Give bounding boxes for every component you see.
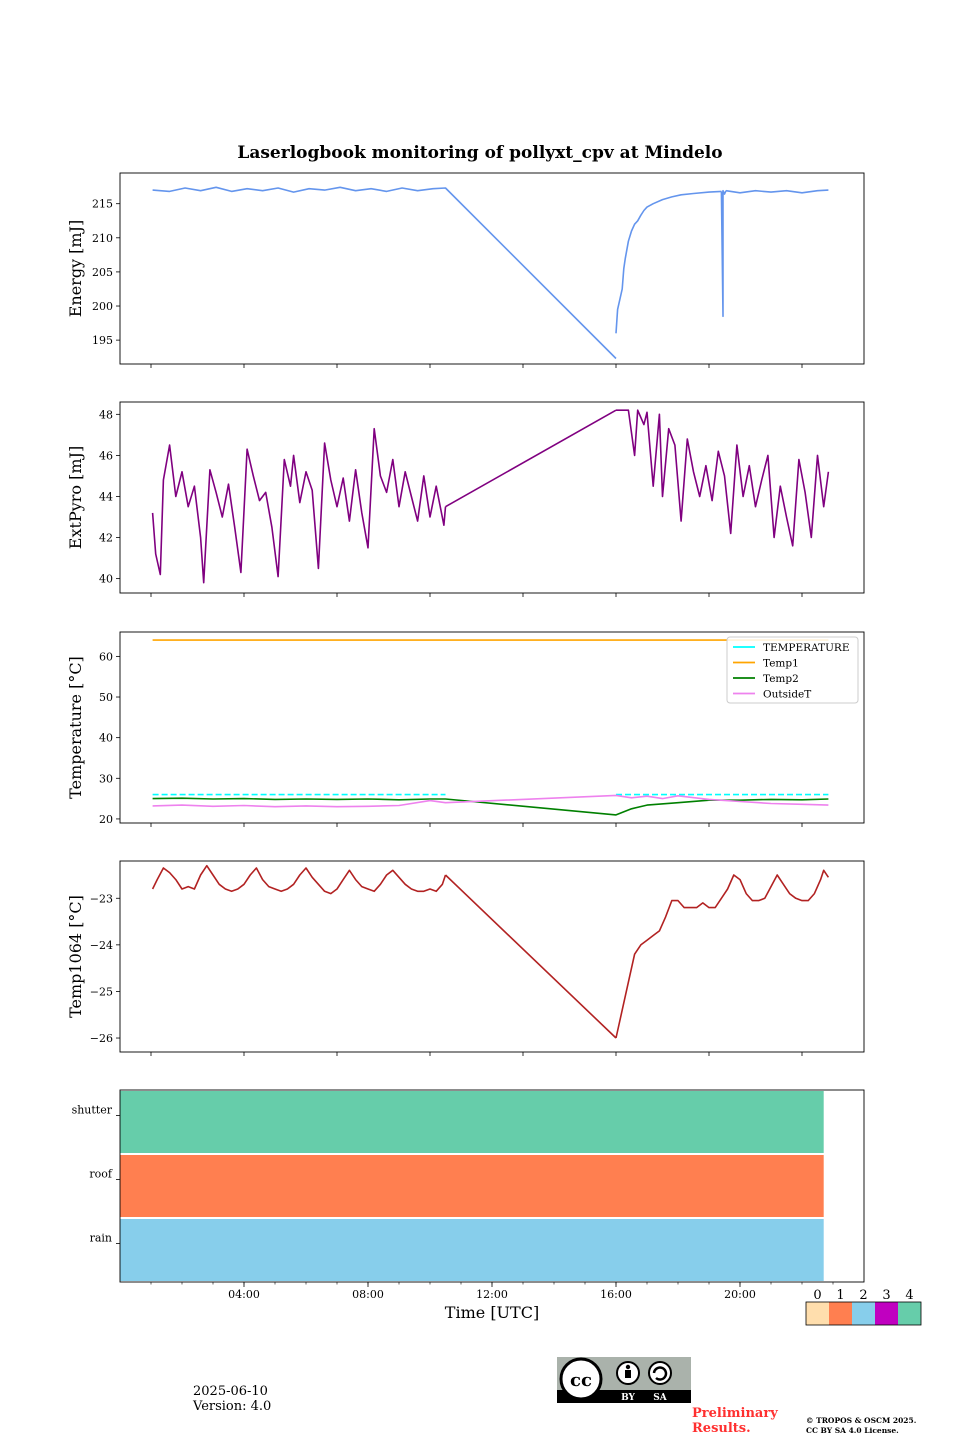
svg-text:cc: cc: [570, 1370, 592, 1391]
colorbar-tick-label: 2: [859, 1288, 867, 1303]
y-tick-label: 40: [99, 573, 113, 586]
row-label-roof: roof: [89, 1168, 113, 1181]
y-tick-label: 30: [99, 772, 113, 785]
status-band-roof: [120, 1155, 824, 1217]
y-tick-label: −26: [90, 1032, 113, 1045]
cc-icon: [559, 1357, 603, 1401]
colorbar-tick-label: 3: [882, 1288, 890, 1303]
y-tick-label: 210: [92, 232, 113, 245]
legend-label: Temp1: [763, 658, 799, 670]
x-tick-label: 04:00: [228, 1288, 260, 1301]
y-tick-label: 205: [92, 266, 113, 279]
y-tick-label: 215: [92, 198, 113, 211]
series-line-1: [151, 409, 830, 584]
x-tick-label: 12:00: [476, 1288, 508, 1301]
footer-version: Version: 4.0: [193, 1399, 272, 1414]
copyright-notice: © TROPOS & OSCM 2025. CC BY SA 4.0 Licen…: [806, 1416, 956, 1436]
colorbar-tick-label: 0: [813, 1288, 821, 1303]
y-tick-label: 46: [99, 449, 113, 462]
colorbar-swatch-4: [898, 1302, 921, 1325]
row-label-rain: rain: [90, 1232, 112, 1245]
y-tick-label: 20: [99, 813, 113, 826]
y-axis-label: Temperature [°C]: [66, 656, 85, 799]
copyright-line-1: © TROPOS & OSCM 2025.: [806, 1416, 917, 1425]
colorbar-tick-label: 4: [905, 1288, 913, 1303]
colorbar-swatch-0: [806, 1302, 829, 1325]
chart-panel-5: shutter roof rain 04:00 08:00 12:00 16:00 20:00…: [72, 1089, 865, 1322]
status-band-shutter: [120, 1091, 824, 1153]
x-tick-label: 20:00: [724, 1288, 756, 1301]
series-line-segment: [151, 864, 447, 895]
plot-frame: [119, 860, 865, 1053]
colorbar-frame: [805, 1301, 922, 1326]
plot-frame: [119, 172, 865, 365]
colorbar-swatch-3: [875, 1302, 898, 1325]
row-label-shutter: shutter: [72, 1104, 113, 1117]
series-line-segment: [445, 409, 617, 508]
chart-panel-3: 20 30 40 50 60 Temperature [°C] TEMPERATURE Tem…: [66, 631, 865, 827]
chart-panel-2: 40 42 44 46 48 ExtPyro [mJ]: [66, 401, 865, 597]
legend-label: Temp2: [763, 673, 799, 685]
cc-license-badge: cc BY SA: [557, 1357, 691, 1403]
y-tick-label: 44: [99, 490, 113, 503]
plot-frame: [119, 631, 865, 824]
series-line-segment: [720, 189, 727, 318]
legend: TEMPERATURE Temp1 Temp2 OutsideT: [726, 636, 859, 704]
y-tick-label: −24: [90, 939, 113, 952]
x-axis-label: Time [UTC]: [445, 1303, 539, 1322]
chart-panel-4: −23 −24 −25 −26 Temp1064 [°C]: [66, 860, 865, 1056]
y-tick-label: 40: [99, 732, 113, 745]
y-tick-label: 48: [99, 408, 113, 421]
series-line-1: [152, 186, 829, 360]
y-axis-label: ExtPyro [mJ]: [66, 446, 85, 549]
series-line-segment: [616, 409, 830, 547]
y-tick-label: −25: [90, 985, 113, 998]
preliminary-results-note: Preliminary Results.: [692, 1406, 778, 1436]
x-tick-label: 08:00: [352, 1288, 384, 1301]
x-tick-label: 16:00: [600, 1288, 632, 1301]
svg-text:SA: SA: [653, 1393, 667, 1403]
svg-text:BY: BY: [621, 1393, 635, 1403]
series-line-segment: [151, 427, 447, 584]
y-axis-label: Temp1064 [°C]: [66, 895, 85, 1018]
plot-frame: [119, 401, 865, 594]
legend-label: OutsideT: [763, 689, 811, 701]
colorbar-swatch-1: [829, 1302, 852, 1325]
copyright-line-2: CC BY SA 4.0 License.: [806, 1426, 899, 1435]
chart-panel-1: 195 200 205 210 215 Energy [mJ]: [66, 172, 865, 368]
series-line-segment: [152, 797, 829, 816]
y-tick-label: 195: [92, 334, 113, 347]
plot-frame: [119, 1089, 865, 1283]
series-line-segment: [444, 874, 617, 1039]
series-line-segment: [615, 869, 830, 1039]
y-tick-label: 42: [99, 532, 113, 545]
share-alike-icon: [648, 1361, 672, 1385]
y-axis-label: Energy [mJ]: [66, 220, 85, 318]
y-tick-label: 60: [99, 650, 113, 663]
colorbar-swatch-2: [852, 1302, 875, 1325]
chart-title: Laserlogbook monitoring of pollyxt_cpv a…: [237, 143, 722, 163]
y-tick-label: −23: [90, 892, 113, 905]
series-temp2: [152, 797, 829, 816]
legend-frame: [726, 636, 859, 704]
series-outsidet: [152, 794, 829, 808]
colorbar-tick-label: 1: [836, 1288, 844, 1303]
series-line-segment: [152, 186, 617, 360]
series-line-segment: [725, 189, 829, 194]
y-tick-label: 50: [99, 691, 113, 704]
legend-label: TEMPERATURE: [763, 642, 850, 654]
series-line-segment: [615, 190, 722, 334]
y-tick-label: 200: [92, 300, 113, 313]
status-band-rain: [120, 1219, 824, 1281]
footer-date: 2025-06-10: [193, 1384, 268, 1399]
series-line-segment: [152, 794, 829, 808]
series-line-1: [151, 864, 830, 1039]
